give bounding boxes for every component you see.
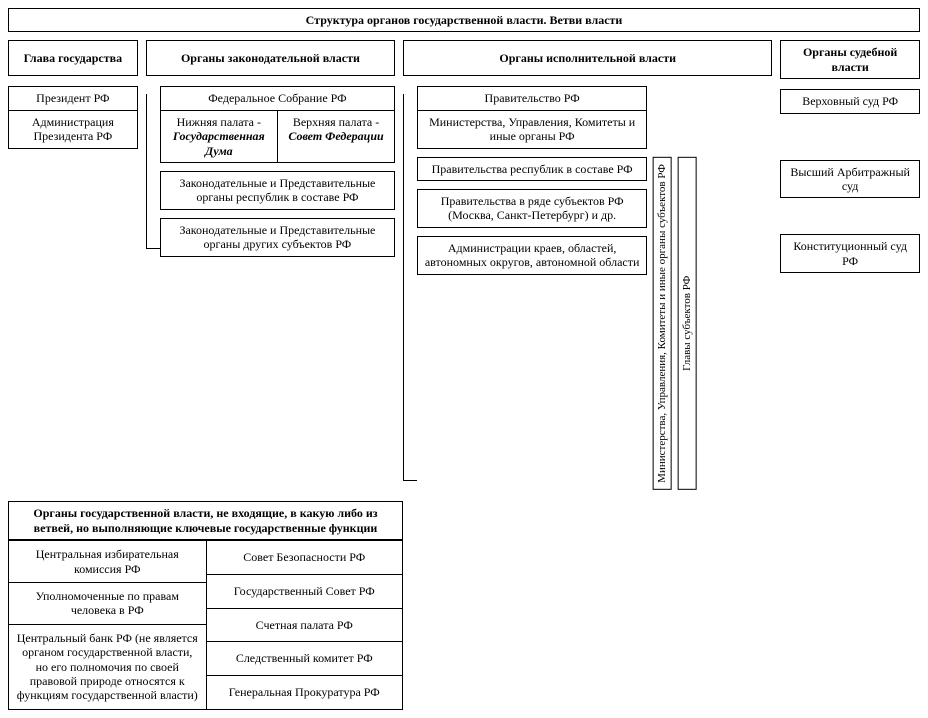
other-left-col: Центральная избирательная комиссия РФ Уп…	[9, 540, 206, 709]
subjects-ministries-vert-box: Министерства, Управления, Комитеты и ины…	[653, 157, 672, 490]
cik-box: Центральная избирательная комиссия РФ	[9, 540, 206, 582]
upper-chamber-name: Совет Федерации	[288, 129, 383, 143]
security-council-box: Совет Безопасности РФ	[206, 540, 403, 574]
legislative-republics-box: Законодательные и Представительные орган…	[160, 171, 395, 210]
lower-chamber-name: Государственная Дума	[173, 129, 265, 157]
branches-row: Глава государства Президент РФ Администр…	[8, 40, 920, 489]
other-bodies-header: Органы государственной власти, не входящ…	[8, 501, 403, 540]
col-judicial: Органы судебной власти Верховный суд РФ …	[780, 40, 920, 273]
audit-chamber-box: Счетная палата РФ	[206, 608, 403, 642]
republics-gov-box: Правительства республик в составе РФ	[417, 157, 647, 181]
executive-connector	[403, 94, 417, 481]
executive-regional-block: Правительства республик в составе РФ Пра…	[417, 157, 772, 490]
president-box: Президент РФ	[8, 86, 138, 110]
prosecutor-general-box: Генеральная Прокуратура РФ	[206, 675, 403, 709]
upper-chamber-prefix: Верхняя палата -	[293, 115, 379, 129]
ministries-box: Министерства, Управления, Комитеты и ины…	[417, 111, 647, 149]
col-head-of-state: Глава государства Президент РФ Администр…	[8, 40, 138, 148]
president-admin-box: Администрация Президента РФ	[8, 111, 138, 149]
col-legislative: Органы законодательной власти Федерально…	[146, 40, 395, 256]
federal-assembly-box: Федеральное Собрание РФ	[160, 86, 395, 110]
other-bodies-grid: Центральная избирательная комиссия РФ Уп…	[8, 540, 403, 710]
diagram-title: Структура органов государственной власти…	[8, 8, 920, 32]
other-bodies-section: Органы государственной власти, не входящ…	[8, 501, 403, 709]
federal-assembly-block: Федеральное Собрание РФ Нижняя палата - …	[160, 86, 395, 163]
upper-chamber-box: Верхняя палата - Совет Федерации	[278, 111, 395, 163]
arbitration-court-box: Высший Арбитражный суд	[780, 160, 920, 199]
other-right-col: Совет Безопасности РФ Государственный Со…	[206, 540, 403, 709]
legislative-header: Органы законодательной власти	[146, 40, 395, 76]
lower-chamber-prefix: Нижняя палата -	[177, 115, 261, 129]
administrations-box: Администрации краев, областей, автономны…	[417, 236, 647, 275]
legislative-connector	[146, 94, 160, 248]
legislative-other-subjects-box: Законодательные и Представительные орган…	[160, 218, 395, 257]
state-council-box: Государственный Совет РФ	[206, 574, 403, 608]
supreme-court-box: Верховный суд РФ	[780, 89, 920, 113]
ombudsman-box: Уполномоченные по правам человека в РФ	[9, 582, 206, 624]
col-executive: Органы исполнительной власти Правительст…	[403, 40, 772, 489]
subjects-heads-vert-box: Главы субъектов РФ	[678, 157, 697, 490]
executive-header: Органы исполнительной власти	[403, 40, 772, 76]
subjects-gov-box: Правительства в ряде субъектов РФ (Москв…	[417, 189, 647, 228]
head-of-state-header: Глава государства	[8, 40, 138, 76]
judicial-header: Органы судебной власти	[780, 40, 920, 79]
lower-chamber-box: Нижняя палата - Государственная Дума	[160, 111, 278, 163]
central-bank-box: Центральный банк РФ (не является органом…	[9, 624, 206, 709]
executive-federal-block: Правительство РФ Министерства, Управлени…	[417, 86, 647, 148]
constitutional-court-box: Конституционный суд РФ	[780, 234, 920, 273]
investigative-committee-box: Следственный комитет РФ	[206, 641, 403, 675]
government-box: Правительство РФ	[417, 86, 647, 110]
head-of-state-items: Президент РФ Администрация Президента РФ	[8, 86, 138, 148]
